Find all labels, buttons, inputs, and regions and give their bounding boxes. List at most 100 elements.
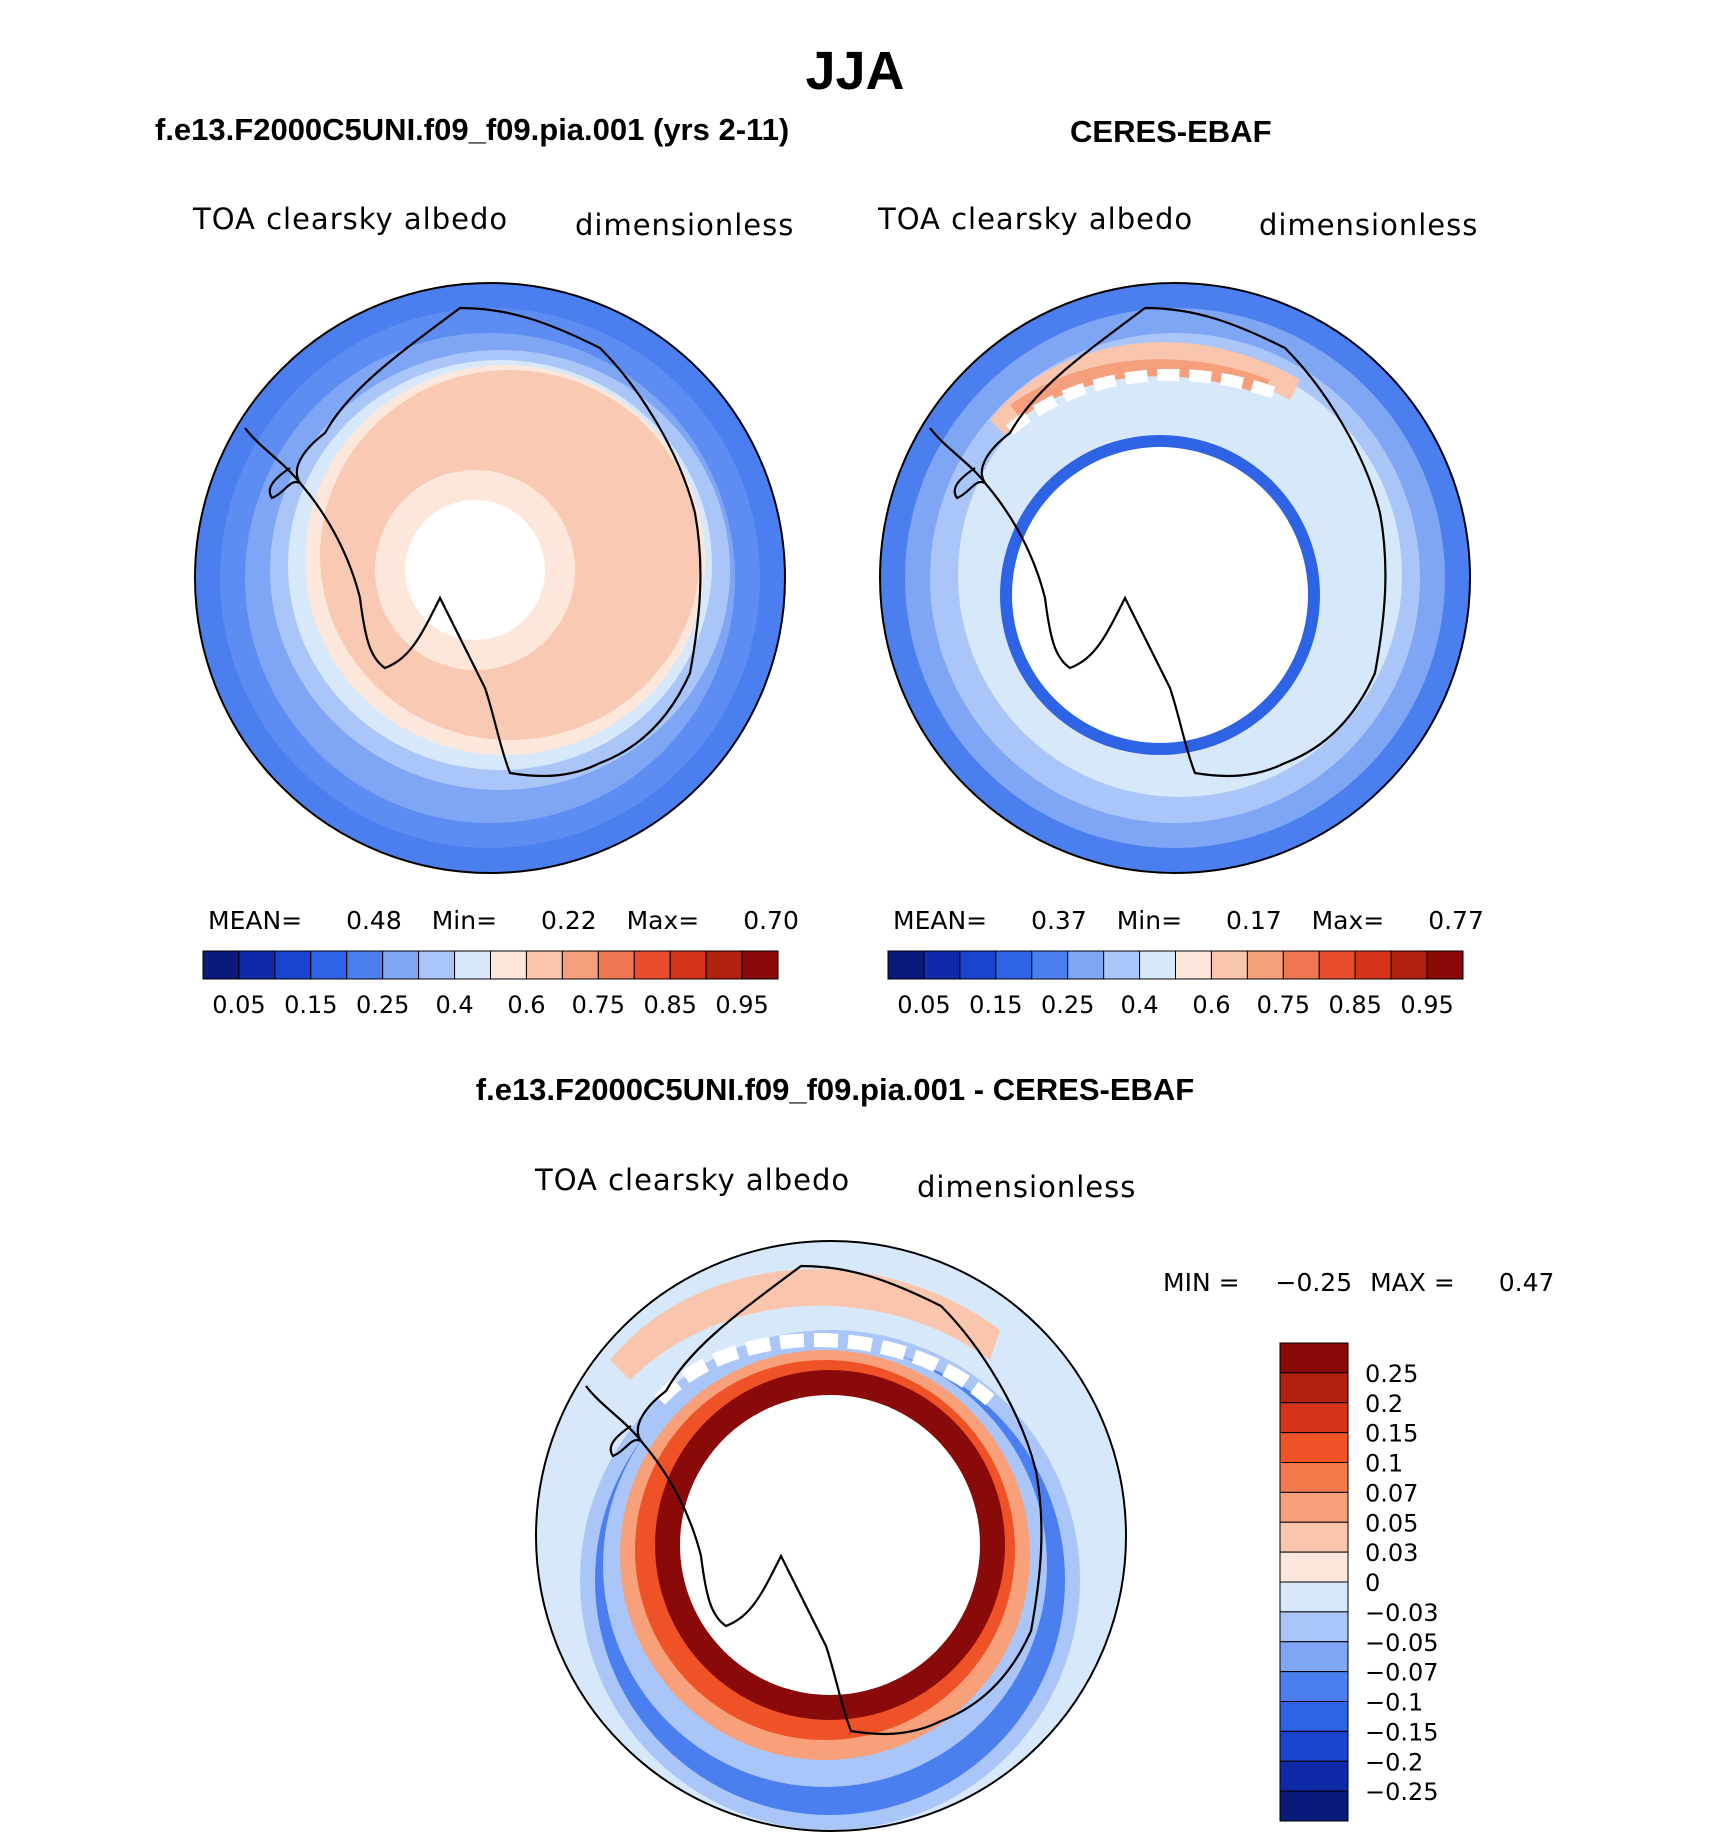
panel-1-mean-label: MEAN= xyxy=(208,906,303,935)
panel-2-colorbar: 0.05 0.15 0.25 0.4 0.6 0.75 0.85 0.95 xyxy=(887,950,1464,1019)
diff-colorbar-swatch xyxy=(1279,1521,1349,1553)
panel-1-colorbar-swatch xyxy=(741,950,779,980)
diff-colorbar-swatch xyxy=(1279,1581,1349,1613)
panel-1-colorbar-tick-label: 0.05 xyxy=(212,991,265,1019)
diff-colorbar-tick-label: 0.05 xyxy=(1365,1509,1418,1537)
panel-2-min: 0.17 xyxy=(1225,906,1282,935)
panel-1-colorbar-tick-label: 0.85 xyxy=(643,991,696,1019)
panel-1-colorbar-swatch xyxy=(633,950,671,980)
panel-2-max: 0.77 xyxy=(1428,906,1484,935)
panel-2-colorbar-tick-label: 0.25 xyxy=(1041,991,1094,1019)
panel-2-colorbar-swatch xyxy=(1139,950,1176,980)
panel-2-colorbar-swatch xyxy=(1175,950,1212,980)
panel-2-map-border xyxy=(879,282,1471,874)
diff-colorbar-tick-label: −0.03 xyxy=(1365,1599,1439,1627)
panel-1-colorbar-tick-label: 0.15 xyxy=(284,991,337,1019)
panel-1-colorbar-swatch xyxy=(561,950,599,980)
panel-1-colorbar-swatch xyxy=(705,950,743,980)
panel-1-colorbar-tick-label: 0.95 xyxy=(715,991,768,1019)
panel-2-colorbar-swatch xyxy=(995,950,1033,980)
panel-1-min-label: Min= xyxy=(431,906,498,935)
diff-max: 0.47 xyxy=(1498,1268,1555,1297)
panel-2-map xyxy=(880,283,1470,873)
panel-1-colorbar-swatch xyxy=(310,950,348,980)
panel-1-colorbar-swatch xyxy=(669,950,707,980)
panel-2-colorbar-swatch xyxy=(1390,950,1428,980)
diff-colorbar-swatch xyxy=(1279,1342,1349,1374)
panel-1-colorbar-swatch xyxy=(525,950,563,980)
diff-colorbar-swatch xyxy=(1279,1730,1349,1762)
panel-1-mean: 0.48 xyxy=(346,906,402,935)
panel-2-colorbar-swatch xyxy=(887,950,925,980)
diff-colorbar-tick-label: 0.07 xyxy=(1365,1479,1418,1507)
diff-variable: TOA clearsky albedo xyxy=(535,1163,851,1197)
panel-2-case-title: CERES-EBAF xyxy=(1070,114,1272,149)
diff-map-border xyxy=(535,1240,1127,1832)
panel-1-map-border xyxy=(194,282,786,874)
panel-1-max-label: Max= xyxy=(626,906,700,935)
panel-1-colorbar-tick-label: 0.6 xyxy=(507,991,545,1019)
diff-colorbar-tick-label: −0.25 xyxy=(1365,1778,1439,1806)
diff-map xyxy=(536,1241,1126,1831)
panel-1-colorbar-swatch xyxy=(238,950,276,980)
diff-colorbar-tick-label: 0 xyxy=(1365,1569,1380,1597)
panel-1-colorbar-swatch xyxy=(274,950,312,980)
panel-1-colorbar: 0.05 0.15 0.25 0.4 0.6 0.75 0.85 0.95 xyxy=(202,950,779,1019)
diff-colorbar-swatch xyxy=(1279,1760,1349,1792)
diff-colorbar-swatch xyxy=(1279,1551,1349,1583)
panel-2-colorbar-swatch xyxy=(923,950,961,980)
panel-1-colorbar-swatch xyxy=(490,950,527,980)
panel-1-units: dimensionless xyxy=(575,208,795,242)
panel-2-colorbar-tick-label: 0.4 xyxy=(1120,991,1158,1019)
diff-colorbar-swatch xyxy=(1279,1402,1349,1434)
panel-2-mean: 0.37 xyxy=(1031,906,1087,935)
diff-colorbar-tick-label: 0.03 xyxy=(1365,1539,1418,1567)
panel-2-max-label: Max= xyxy=(1311,906,1385,935)
panel-2-units: dimensionless xyxy=(1259,208,1479,242)
panel-2-colorbar-tick-label: 0.15 xyxy=(969,991,1022,1019)
diff-colorbar-swatch xyxy=(1279,1701,1349,1732)
diff-units: dimensionless xyxy=(917,1170,1137,1204)
diff-colorbar-tick-label: 0.1 xyxy=(1365,1450,1403,1478)
diff-colorbar-swatch xyxy=(1279,1641,1349,1673)
diff-colorbar-tick-label: 0.2 xyxy=(1365,1390,1403,1418)
diff-min-max: MIN = −0.25 MAX = 0.47 xyxy=(1163,1268,1554,1297)
panel-2-colorbar-swatch xyxy=(1318,950,1356,980)
page-title: JJA xyxy=(805,41,905,101)
diff-colorbar-tick-label: −0.15 xyxy=(1365,1718,1439,1746)
diff-max-label: MAX = xyxy=(1370,1268,1455,1297)
panel-2-colorbar-tick-label: 0.95 xyxy=(1400,991,1453,1019)
panel-2-colorbar-tick-label: 0.75 xyxy=(1257,991,1310,1019)
panel-1-colorbar-swatch xyxy=(382,950,420,980)
diff-colorbar-swatch xyxy=(1279,1611,1349,1643)
panel-1-colorbar-swatch xyxy=(346,950,384,980)
diff-colorbar-swatch xyxy=(1279,1372,1349,1404)
diff-colorbar-tick-label: 0.15 xyxy=(1365,1420,1418,1448)
panel-2-colorbar-tick-label: 0.85 xyxy=(1328,991,1381,1019)
diff-colorbar-tick-label: 0.25 xyxy=(1365,1360,1418,1388)
panel-2-mean-label: MEAN= xyxy=(893,906,988,935)
panel-1-max: 0.70 xyxy=(743,906,799,935)
panel-2-colorbar-swatch xyxy=(1426,950,1464,980)
panel-2-colorbar-swatch xyxy=(1031,950,1069,980)
panel-2-colorbar-swatch xyxy=(1103,950,1141,980)
panel-1-map xyxy=(195,283,785,873)
panel-2-colorbar-swatch xyxy=(1354,950,1392,980)
panel-1-stats: MEAN= 0.48 Min= 0.22 Max= 0.70 xyxy=(208,906,799,935)
diff-colorbar-swatch xyxy=(1279,1432,1349,1463)
panel-1-colorbar-swatch xyxy=(202,950,240,980)
panel-1-colorbar-tick-label: 0.4 xyxy=(435,991,473,1019)
panel-1-case-title: f.e13.F2000C5UNI.f09_f09.pia.001 (yrs 2-… xyxy=(155,112,790,147)
panel-1-colorbar-swatch xyxy=(454,950,491,980)
diff-colorbar-swatch xyxy=(1279,1671,1349,1702)
diff-colorbar-swatch xyxy=(1279,1462,1349,1493)
diff-colorbar-tick-label: −0.1 xyxy=(1365,1689,1423,1717)
diff-colorbar-swatch xyxy=(1279,1491,1349,1523)
diff-colorbar-tick-label: −0.07 xyxy=(1365,1659,1439,1687)
panel-1-colorbar-tick-label: 0.75 xyxy=(572,991,625,1019)
diff-colorbar-swatch xyxy=(1279,1790,1349,1822)
diff-colorbar-tick-label: −0.05 xyxy=(1365,1629,1439,1657)
panel-2-variable: TOA clearsky albedo xyxy=(878,202,1194,236)
diff-colorbar: 0.250.20.150.10.070.050.030−0.03−0.05−0.… xyxy=(1279,1342,1439,1822)
